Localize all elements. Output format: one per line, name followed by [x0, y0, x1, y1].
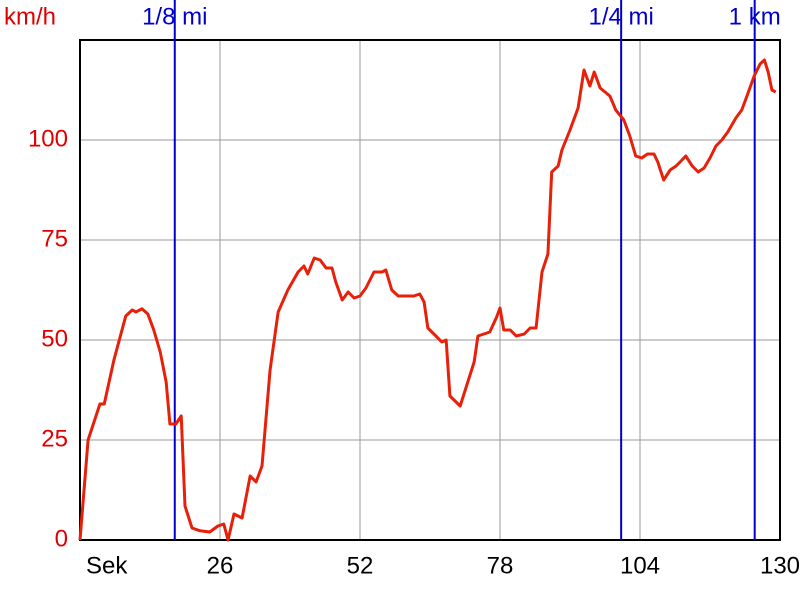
x-tick-label: 52: [347, 552, 374, 579]
plot-frame: [79, 39, 781, 541]
marker-label: 1/4 mi: [588, 3, 653, 30]
y-tick-label: 0: [55, 525, 68, 552]
y-axis-label: km/h: [4, 3, 56, 30]
marker-label: 1/8 mi: [142, 3, 207, 30]
y-tick-label: 25: [41, 425, 68, 452]
marker-label: 1 km: [729, 3, 781, 30]
x-tick-label: 130: [760, 552, 800, 579]
x-tick-label: 78: [487, 552, 514, 579]
x-tick-label: 26: [207, 552, 234, 579]
y-tick-label: 50: [41, 325, 68, 352]
x-axis-label: Sek: [86, 552, 128, 579]
y-tick-label: 100: [28, 125, 68, 152]
y-tick-label: 75: [41, 225, 68, 252]
speed-line: [78, 58, 777, 542]
x-tick-label: 104: [620, 552, 660, 579]
